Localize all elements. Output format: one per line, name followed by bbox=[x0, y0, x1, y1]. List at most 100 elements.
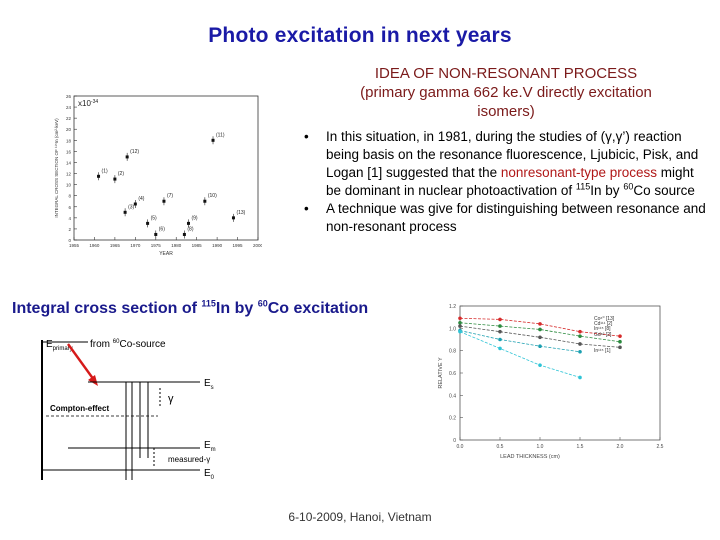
point-label: (11) bbox=[216, 132, 225, 138]
x-tick-label: 1975 bbox=[151, 243, 162, 248]
data-point bbox=[578, 349, 582, 354]
point-label: (7) bbox=[167, 193, 173, 199]
x-tick-label: 1960 bbox=[89, 243, 100, 248]
y-tick-label: 16 bbox=[66, 149, 72, 154]
data-point bbox=[97, 174, 101, 178]
es-label: Es bbox=[204, 378, 214, 391]
compton-label: Compton-effect bbox=[50, 404, 109, 413]
y-tick-label: 20 bbox=[66, 127, 72, 132]
data-point bbox=[578, 342, 582, 346]
data-point bbox=[458, 324, 462, 328]
integral-text: Integral cross section of bbox=[12, 300, 202, 317]
data-point bbox=[182, 232, 186, 236]
bullet-item: • A technique was give for distinguishin… bbox=[300, 200, 712, 236]
data-point bbox=[498, 337, 502, 342]
data-point bbox=[133, 202, 137, 206]
legend-label: In¹¹⁵ [8] bbox=[594, 326, 611, 332]
data-point bbox=[578, 375, 582, 380]
data-point bbox=[186, 221, 190, 225]
x-tick-label: 1.5 bbox=[577, 444, 584, 450]
y-tick-label: 6 bbox=[68, 205, 71, 210]
y-tick-label: 10 bbox=[66, 183, 72, 188]
legend-label: Co⁶⁰ [13] bbox=[594, 316, 615, 322]
y-tick-label: 0 bbox=[453, 438, 456, 444]
slide-title: Photo excitation in next years bbox=[208, 24, 512, 47]
y-tick-label: 0.8 bbox=[449, 349, 456, 355]
element-text: Co excitation bbox=[267, 300, 369, 317]
y-tick-label: 1.2 bbox=[449, 304, 456, 310]
y-tick-label: 24 bbox=[66, 105, 72, 110]
plot-frame bbox=[73, 95, 259, 241]
idea-heading: IDEA OF NON-RESONANT PROCESS (primary ga… bbox=[318, 64, 694, 121]
point-label: (5) bbox=[151, 215, 157, 221]
x-tick-label: 0.5 bbox=[497, 444, 504, 450]
measured-label: measured-γ bbox=[168, 455, 210, 464]
x-tick-label: 2.5 bbox=[657, 444, 664, 450]
data-point bbox=[458, 316, 462, 321]
energy-level-diagram: Eprimary from 60Co-source Es γ Compton-e… bbox=[41, 339, 216, 481]
x-tick-label: 1990 bbox=[212, 243, 223, 248]
element-text: In by bbox=[215, 300, 258, 317]
data-point bbox=[154, 232, 158, 236]
idea-line-1: IDEA OF NON-RESONANT PROCESS bbox=[374, 65, 638, 82]
footer-text: 6-10-2009, Hanoi, Vietnam bbox=[288, 510, 432, 524]
y-tick-label: 14 bbox=[66, 160, 72, 165]
excitation-arrow bbox=[67, 343, 95, 381]
data-point bbox=[538, 344, 542, 348]
x-tick-label: 1995 bbox=[233, 243, 244, 248]
y-tick-label: 12 bbox=[66, 172, 72, 177]
x-tick-label: 1.0 bbox=[537, 444, 544, 450]
from-source-label: from 60Co-source bbox=[90, 339, 166, 350]
data-point bbox=[162, 199, 166, 203]
data-point bbox=[538, 322, 542, 326]
bullet-item: • In this situation, in 1981, during the… bbox=[300, 128, 712, 200]
point-label: (10) bbox=[208, 193, 217, 199]
data-point bbox=[618, 345, 622, 350]
data-point bbox=[498, 329, 502, 334]
point-label: (12) bbox=[130, 149, 139, 155]
x-axis-label: LEAD THICKNESS (cm) bbox=[500, 454, 560, 460]
relative-yield-chart: 0 0.2 0.4 0.6 0.8 1.0 1.2 0.0 0.5 1.0 1.5 2.0 2.5 LEA… bbox=[438, 304, 664, 460]
data-point bbox=[578, 334, 582, 338]
multiplier-label: x10-34 bbox=[78, 99, 98, 108]
data-point bbox=[498, 346, 502, 351]
arrow-head-icon bbox=[88, 375, 98, 386]
data-point bbox=[458, 320, 462, 325]
data-point bbox=[125, 155, 129, 159]
element-text: Co source bbox=[633, 183, 695, 198]
idea-line-3: isomers) bbox=[477, 103, 535, 120]
bullet-1-text: In this situation, in 1981, during the s… bbox=[326, 129, 699, 180]
y-tick-label: 8 bbox=[68, 194, 71, 199]
point-label: (4) bbox=[138, 196, 144, 202]
isotope-mass: 60 bbox=[257, 298, 268, 309]
isotope-mass: 60 bbox=[623, 181, 634, 192]
bullet-list: • In this situation, in 1981, during the… bbox=[300, 128, 712, 236]
x-axis-label: YEAR bbox=[159, 251, 173, 257]
integral-heading: Integral cross section of 115In by 60Co … bbox=[12, 298, 369, 318]
y-axis-label: INTEGRAL CROSS SECTION OF ¹¹⁵In (cm²·keV… bbox=[54, 118, 59, 218]
idea-line-2: (primary gamma 662 ke.V directly excitat… bbox=[360, 84, 652, 101]
point-label: (8) bbox=[187, 226, 193, 232]
x-tick-label: 1970 bbox=[130, 243, 141, 248]
bullet-1-text-cont: might be dominant in nuclear photoactiva… bbox=[326, 165, 694, 198]
legend-label: In¹¹⁵ [1] bbox=[594, 348, 611, 354]
x-tick-label: 0.0 bbox=[457, 444, 464, 450]
series-line bbox=[459, 331, 581, 378]
y-tick-label: 4 bbox=[68, 216, 71, 221]
point-label: (2) bbox=[118, 171, 124, 177]
y-tick-label: 0 bbox=[68, 238, 71, 243]
y-tick-label: 0.4 bbox=[449, 393, 456, 399]
y-tick-label: 1.0 bbox=[449, 326, 456, 332]
series-line bbox=[459, 330, 581, 353]
y-tick-label: 2 bbox=[68, 227, 71, 232]
y-tick-label: 26 bbox=[66, 94, 72, 99]
data-point bbox=[538, 327, 542, 332]
y-tick-label: 0.6 bbox=[449, 371, 456, 377]
plot-frame bbox=[459, 305, 661, 441]
bullet-marker: • bbox=[304, 201, 309, 216]
x-tick-label: 1955 bbox=[69, 243, 80, 248]
e0-label: E0 bbox=[204, 468, 215, 481]
compton-box bbox=[46, 402, 116, 414]
y-axis-label: RELATIVE Y bbox=[438, 357, 444, 389]
